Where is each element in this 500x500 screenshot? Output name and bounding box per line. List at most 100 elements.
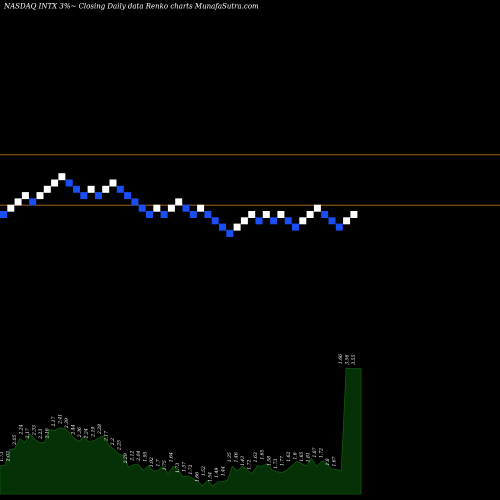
renko-brick-down xyxy=(204,211,212,218)
volume-data-label: 2.16 xyxy=(45,428,51,439)
volume-data-label: 2.19 xyxy=(90,427,96,438)
volume-data-label: 1.72 xyxy=(247,460,253,470)
volume-data-label: 1.73 xyxy=(0,452,5,462)
renko-brick-down xyxy=(0,211,7,218)
volume-data-label: 1.63 xyxy=(253,452,259,462)
volume-data-label: 2.2 xyxy=(110,438,116,446)
volume-data-label: 1.67 xyxy=(331,456,337,466)
renko-brick-down xyxy=(65,179,73,187)
renko-bricks xyxy=(0,173,358,237)
renko-brick-up xyxy=(262,211,270,218)
renko-brick-up xyxy=(306,211,314,218)
renko-brick-up xyxy=(36,192,44,200)
volume-data-label: 2.17 xyxy=(103,431,109,442)
volume-data-label: 2.24 xyxy=(84,428,90,439)
renko-brick-up xyxy=(7,204,15,212)
renko-brick-up xyxy=(277,211,285,218)
volume-data-label: 1.87 xyxy=(312,447,318,457)
volume-data-label: 1.73 xyxy=(273,459,279,469)
renko-brick-down xyxy=(321,211,329,218)
volume-data-label: 2.03 xyxy=(6,451,12,462)
renko-brick-up xyxy=(299,217,307,225)
volume-data-label: 2.33 xyxy=(32,425,38,436)
volume-data-label: 2.39 xyxy=(64,418,70,429)
renko-brick-up xyxy=(240,217,248,225)
renko-brick-down xyxy=(292,223,299,231)
chart-title: NASDAQ INTX 3%~ Closing Daily data Renko… xyxy=(3,3,259,11)
volume-data-label: 1.66 xyxy=(195,472,201,482)
renko-brick-down xyxy=(146,211,153,218)
renko-brick-down xyxy=(29,198,37,206)
renko-brick-up xyxy=(197,204,205,212)
volume-data-label: 2.44 xyxy=(71,424,77,435)
volume-data-label: 1.65 xyxy=(299,452,305,462)
volume-data-label: 3.55 xyxy=(351,355,357,365)
renko-brick-up xyxy=(21,192,29,200)
renko-brick-up xyxy=(43,185,51,193)
volume-data-label: 1.81 xyxy=(305,452,311,462)
volume-data-label: 1.65 xyxy=(260,449,266,459)
volume-data-label: 1.52 xyxy=(201,466,207,476)
volume-data-label: 2.36 xyxy=(77,427,83,438)
volume-data-label: 1.57 xyxy=(182,462,188,472)
renko-brick-up xyxy=(313,204,321,212)
renko-brick-down xyxy=(335,223,343,231)
renko-brick-down xyxy=(284,217,292,225)
volume-data-label: 1.64 xyxy=(169,452,175,462)
volume-data-label: 1.77 xyxy=(279,456,285,466)
renko-brick-up xyxy=(343,217,351,225)
volume-data-label: 1.43 xyxy=(240,456,246,466)
volume-data-label: 1.35 xyxy=(227,452,233,462)
renko-brick-down xyxy=(80,192,88,200)
renko-brick-down xyxy=(211,217,219,225)
renko-brick-up xyxy=(102,185,110,193)
renko-brick-down xyxy=(116,185,124,193)
volume-data-label: 1.73 xyxy=(175,463,181,473)
volume-data-label: 1.49 xyxy=(214,468,220,478)
renko-brick-up xyxy=(87,185,95,193)
volume-data-label: 1.66 xyxy=(338,354,344,364)
volume-data-label: 2.04 xyxy=(136,451,142,462)
renko-brick-down xyxy=(219,223,226,231)
volume-data-label: 1.44 xyxy=(221,466,227,476)
renko-brick-down xyxy=(160,211,168,218)
renko-brick-up xyxy=(109,179,117,187)
volume-data-label: 2.28 xyxy=(97,424,103,435)
volume-data-label: 2.17 xyxy=(25,428,31,439)
renko-brick-down xyxy=(124,192,132,200)
volume-data-label: 1.75 xyxy=(162,460,168,470)
renko-brick-up xyxy=(167,204,175,212)
volume-data-label: 2.23 xyxy=(38,429,44,440)
volume-data-label: 2.29 xyxy=(123,453,129,464)
volume-data-label: 2.12 xyxy=(129,451,135,462)
renko-brick-up xyxy=(14,198,22,206)
volume-data-label: 2.25 xyxy=(116,440,122,451)
renko-brick-down xyxy=(73,185,80,193)
renko-brick-down xyxy=(270,217,278,225)
volume-data-label: 1.7 xyxy=(155,459,161,466)
volume-labels: 1.73 2.032.052.24 2.17 2.33 2.23 2.162.17 2.41… xyxy=(0,354,357,482)
renko-brick-up xyxy=(58,173,66,181)
volume-data-label: 2.05 xyxy=(12,435,18,446)
volume-data-label: 2.17 xyxy=(51,416,57,427)
renko-brick-down xyxy=(138,204,146,212)
renko-brick-up xyxy=(248,211,256,218)
volume-data-label: 1.46 xyxy=(234,452,240,462)
volume-data-label: 1.8 xyxy=(325,458,331,465)
volume-panel xyxy=(0,367,362,495)
renko-brick-down xyxy=(94,192,102,200)
renko-brick-down xyxy=(182,204,190,212)
volume-data-label: 1.95 xyxy=(142,452,148,462)
volume-data-label: 1.54 xyxy=(208,472,214,482)
renko-brick-up xyxy=(51,179,59,187)
volume-data-label: 2.24 xyxy=(19,424,25,435)
renko-brick-up xyxy=(175,198,183,206)
reference-lines xyxy=(0,154,500,206)
volume-area xyxy=(0,367,362,495)
volume-data-label: 1.6 xyxy=(292,452,298,459)
volume-data-label: 1.58 xyxy=(266,456,272,466)
renko-brick-down xyxy=(255,217,263,225)
volume-data-label: 1.62 xyxy=(286,452,292,462)
